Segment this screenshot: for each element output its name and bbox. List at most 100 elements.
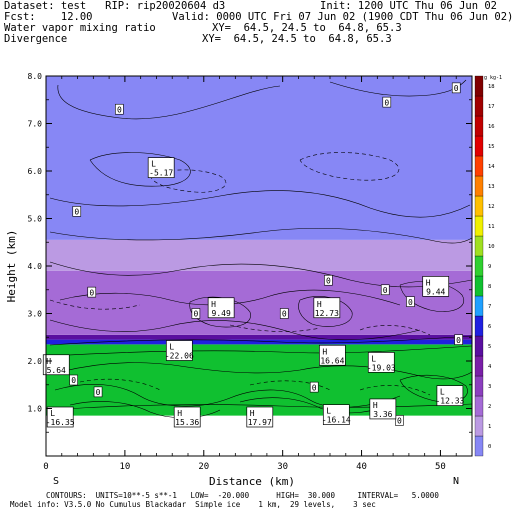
init-time: Init: 1200 UTC Thu 06 Jun 02	[320, 0, 498, 12]
extremum-kind: L	[371, 354, 376, 363]
extremum-kind: H	[317, 300, 322, 309]
contour-zero-label: 0	[408, 298, 413, 307]
extremum-value: -19.03	[367, 363, 396, 372]
x-tick-label: 30	[277, 462, 288, 472]
divergence-contour	[49, 403, 473, 411]
contour-zero-box	[454, 334, 463, 345]
extremum-box	[319, 344, 346, 366]
extremum-box	[207, 297, 235, 319]
extremum-box	[436, 385, 464, 406]
contour-zero-box	[279, 308, 289, 319]
extremum-value: -22.06	[165, 352, 194, 361]
divergence-contour	[399, 374, 468, 403]
colorbar-swatch	[474, 175, 484, 197]
y-tick-label: 2.0	[28, 357, 43, 366]
divergence-contour	[49, 261, 473, 288]
colorbar-units: g kg-1	[484, 75, 502, 81]
endpoint-label-north: N	[453, 476, 459, 487]
extremum-box	[173, 406, 201, 428]
y-tick-label: 7.0	[28, 120, 43, 129]
colorbar-level-label: 13	[488, 184, 495, 190]
contour-zero-box	[72, 206, 82, 217]
endpoint-label-south: S	[53, 476, 59, 487]
contour-zero-label: 0	[383, 286, 388, 295]
colorbar-level-label: 12	[488, 204, 495, 210]
colorbar-swatch	[474, 135, 484, 157]
contour-zero-box	[380, 284, 390, 296]
extremum-value: 9.49	[212, 309, 231, 318]
y-tick-label: 4.0	[28, 262, 43, 271]
contour-zero-box	[451, 82, 461, 94]
extremum-box	[422, 276, 450, 297]
contour-zero-label: 0	[456, 336, 461, 345]
colorbar-swatch	[474, 235, 484, 257]
divergence-contour	[57, 84, 281, 120]
contour-zero-box	[87, 286, 97, 298]
moisture-band	[46, 339, 472, 345]
field1-xy: XY= 64.5, 24.5 to 64.8, 65.3	[212, 22, 402, 34]
dataset-label: Dataset: test RIP: rip20020604 d3	[4, 0, 226, 12]
negative-divergence-contour	[49, 299, 141, 310]
colorbar-level-label: 9	[488, 264, 491, 270]
colorbar-swatch	[474, 295, 484, 317]
colorbar-swatch	[474, 375, 484, 397]
moisture-band	[46, 239, 472, 271]
colorbar-swatch	[474, 115, 484, 137]
divergence-contour	[49, 190, 471, 218]
colorbar-level-label: 14	[488, 164, 495, 170]
contour-zero-label: 0	[397, 417, 402, 426]
negative-divergence-contour	[79, 378, 161, 391]
colorbar-swatch	[474, 435, 484, 457]
colorbar-swatch	[474, 155, 484, 177]
field1-name: Water vapor mixing ratio	[4, 22, 156, 34]
colorbar-level-label: 15	[488, 144, 495, 150]
y-axis-label: Height (km)	[5, 230, 18, 303]
contour-zero-label: 0	[282, 310, 287, 319]
x-tick-label: 10	[119, 462, 130, 472]
extremum-box	[367, 352, 395, 373]
colorbar-swatch	[474, 75, 484, 97]
negative-divergence-contour	[249, 380, 331, 391]
extremum-kind: L	[440, 388, 445, 397]
colorbar-swatch	[474, 335, 484, 357]
contour-zero-box	[69, 374, 78, 386]
contour-zero-box	[115, 103, 124, 115]
divergence-contour	[49, 319, 421, 341]
contour-zero-box	[395, 415, 404, 426]
divergence-contour	[239, 397, 391, 414]
colorbar-level-label: 3	[488, 384, 491, 390]
extremum-box	[369, 398, 397, 420]
colorbar-level-label: 8	[488, 284, 491, 290]
contour-zero-box	[324, 274, 333, 286]
extremum-value: 5.64	[47, 366, 66, 375]
x-tick-label: 20	[198, 462, 209, 472]
contour-zero-label: 0	[117, 105, 122, 114]
colorbar-level-label: 0	[488, 444, 491, 450]
extremum-kind: H	[373, 401, 378, 410]
colorbar-level-label: 10	[488, 244, 495, 250]
colorbar-level-label: 7	[488, 304, 491, 310]
y-tick-label: 8.0	[28, 72, 43, 81]
extremum-kind: L	[50, 409, 55, 418]
colorbar-swatch	[474, 355, 484, 377]
extremum-kind: H	[250, 409, 255, 418]
colorbar-swatch	[474, 395, 484, 417]
model-info: Model info: V3.5.0 No Cumulus Blackadar …	[10, 500, 376, 509]
extremum-kind: H	[177, 409, 182, 418]
extremum-kind: L	[326, 407, 331, 416]
extremum-kind: H	[211, 300, 216, 309]
colorbar-level-label: 11	[488, 224, 495, 230]
forecast-hour: Fcst: 12.00	[4, 11, 93, 23]
extremum-kind: H	[322, 347, 327, 356]
contour-zero-box	[93, 386, 103, 398]
contour-zero-box	[309, 381, 319, 393]
contour-zero-box	[382, 96, 392, 108]
extremum-value: 15.36	[175, 418, 199, 427]
colorbar-level-label: 18	[488, 84, 495, 90]
divergence-contour	[49, 345, 473, 357]
extremum-kind: H	[426, 278, 431, 287]
colorbar-swatch	[474, 95, 484, 117]
divergence-contour	[89, 152, 191, 187]
contour-zero-label: 0	[96, 388, 101, 397]
extremum-kind: L	[169, 343, 174, 352]
